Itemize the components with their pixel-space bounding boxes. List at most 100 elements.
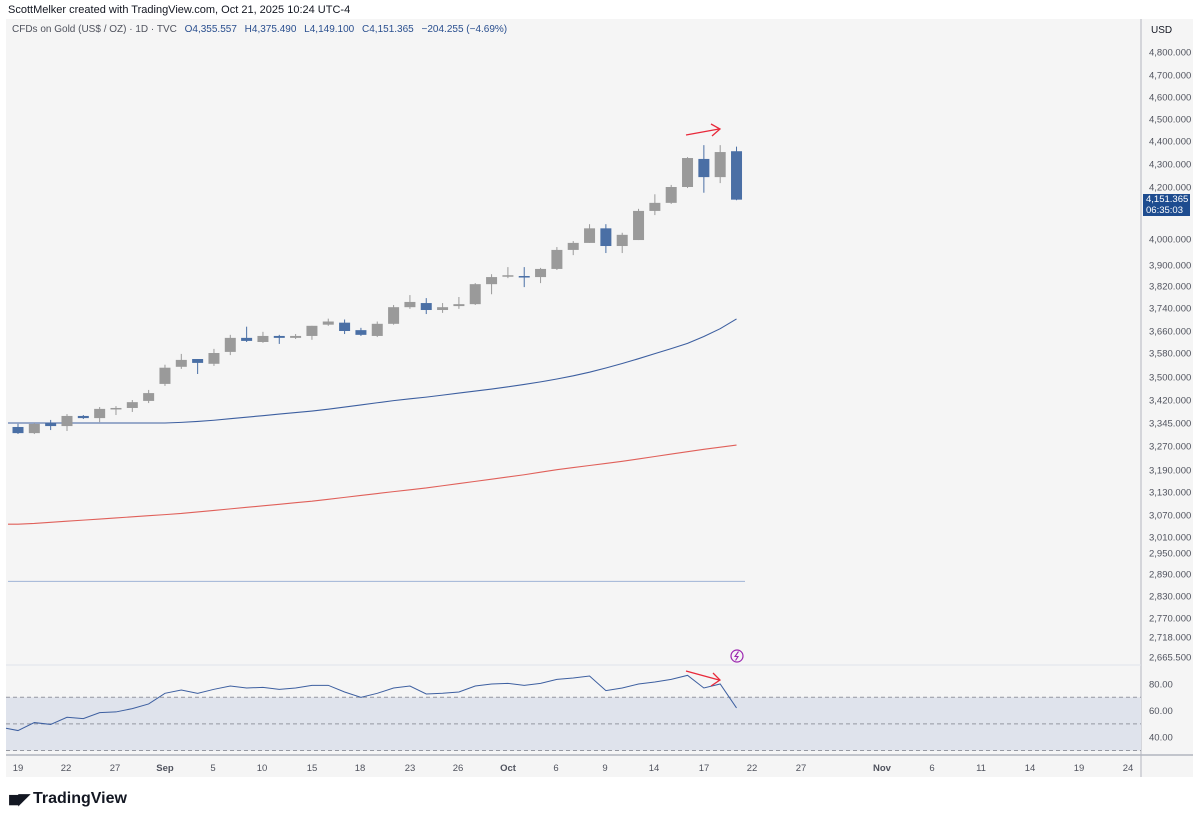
- candle-body: [273, 335, 285, 338]
- price-tick-label: 3,345.000: [1149, 419, 1191, 430]
- candle-body: [535, 268, 547, 278]
- candle-body: [208, 353, 220, 364]
- candle-body: [339, 322, 351, 331]
- candle-body: [649, 202, 661, 211]
- symbol-title: CFDs on Gold (US$ / OZ) · 1D · TVC: [12, 24, 177, 35]
- candle-body: [306, 325, 318, 336]
- time-tick-label: 11: [976, 763, 986, 774]
- time-tick-label: 24: [1123, 763, 1134, 774]
- brand-name: TradingView: [33, 790, 127, 807]
- time-tick-label: 6: [553, 763, 558, 774]
- candle-body: [126, 402, 138, 408]
- candle-body: [567, 242, 579, 250]
- ohlc-low: L4,149.100: [304, 24, 355, 35]
- candle-body: [192, 359, 204, 363]
- time-tick-label: 17: [699, 763, 710, 774]
- price-tick-label: 2,770.000: [1149, 614, 1191, 625]
- price-tick-label: 4,300.000: [1149, 160, 1191, 171]
- candle-body: [714, 152, 726, 178]
- price-tick-label: 4,500.000: [1149, 115, 1191, 126]
- price-tick-label: 3,420.000: [1149, 396, 1191, 407]
- chart-panel[interactable]: [6, 19, 1193, 777]
- price-tick-label: 3,270.000: [1149, 442, 1191, 453]
- price-tick-label: 4,800.000: [1149, 48, 1191, 59]
- ma-fast-line: [8, 318, 737, 424]
- candle-body: [143, 393, 155, 401]
- rsi-divergence-arrow: [685, 670, 720, 681]
- time-tick-label: 23: [405, 763, 416, 774]
- candle-body: [94, 408, 106, 419]
- symbol-legend: CFDs on Gold (US$ / OZ) · 1D · TVC O4,35…: [12, 24, 507, 35]
- price-tick-label: 3,130.000: [1149, 488, 1191, 499]
- rsi-tick-label: 60.00: [1149, 706, 1173, 717]
- candle-body: [224, 337, 236, 352]
- price-tick-label: 3,740.000: [1149, 304, 1191, 315]
- time-tick-label: 14: [1025, 763, 1036, 774]
- time-tick-label: 5: [210, 763, 215, 774]
- chart-credit: ScottMelker created with TradingView.com…: [8, 4, 351, 16]
- tradingview-logo[interactable]: ◼◤ TradingView: [8, 790, 127, 808]
- ohlc-high: H4,375.490: [244, 24, 297, 35]
- lightning-icon[interactable]: [730, 649, 744, 663]
- currency-label[interactable]: USD: [1151, 25, 1173, 36]
- candle-body: [322, 321, 334, 325]
- price-tick-label: 4,200.000: [1149, 183, 1191, 194]
- price-divergence-arrowhead: [710, 123, 722, 137]
- price-tick-label: 3,010.000: [1149, 533, 1191, 544]
- candle-body: [404, 301, 416, 308]
- time-tick-label: 22: [61, 763, 72, 774]
- bar-countdown: 06:35:03: [1146, 204, 1183, 216]
- price-tick-label: 4,700.000: [1149, 71, 1191, 82]
- time-tick-label: 14: [649, 763, 660, 774]
- price-tick-label: 3,500.000: [1149, 373, 1191, 384]
- ohlc-close: C4,151.365: [362, 24, 414, 35]
- candle-body: [175, 359, 187, 367]
- lightning-icon-glyph: [733, 651, 739, 661]
- rsi-line: [5, 674, 737, 732]
- candle-body: [371, 323, 383, 336]
- candle-body: [28, 423, 40, 434]
- price-tick-label: 3,820.000: [1149, 282, 1191, 293]
- time-tick-label: 19: [1074, 763, 1085, 774]
- candle-body: [600, 228, 612, 247]
- rsi-tick-label: 80.00: [1149, 680, 1173, 691]
- candle-body: [665, 187, 677, 203]
- price-tick-label: 3,580.000: [1149, 349, 1191, 360]
- candle-body: [682, 158, 694, 187]
- candle-body: [486, 277, 498, 285]
- candle-body: [388, 307, 400, 324]
- price-tick-label: 3,900.000: [1149, 261, 1191, 272]
- rsi-tick-label: 40.00: [1149, 733, 1173, 744]
- candle-body: [584, 228, 596, 243]
- time-tick-label: 27: [110, 763, 121, 774]
- time-tick-label: 18: [355, 763, 366, 774]
- candle-body: [45, 423, 57, 427]
- candle-body: [551, 249, 563, 269]
- time-tick-label: 6: [929, 763, 934, 774]
- price-tick-label: 3,190.000: [1149, 466, 1191, 477]
- price-tick-label: 4,400.000: [1149, 137, 1191, 148]
- price-tick-label: 2,950.000: [1149, 549, 1191, 560]
- candle-body: [12, 426, 24, 434]
- time-tick-label: Sep: [156, 763, 174, 774]
- price-tick-label: 4,000.000: [1149, 235, 1191, 246]
- candle-body: [110, 407, 122, 410]
- candle-body: [633, 210, 645, 241]
- time-tick-label: 9: [602, 763, 607, 774]
- tradingview-logo-icon: ◼◤: [8, 791, 30, 808]
- ohlc-change: −204.255 (−4.69%): [421, 24, 508, 35]
- price-tick-label: 3,070.000: [1149, 511, 1191, 522]
- ohlc-open: O4,355.557: [184, 24, 237, 35]
- time-tick-label: 26: [453, 763, 464, 774]
- candle-body: [420, 303, 432, 311]
- time-tick-label: 15: [307, 763, 318, 774]
- ma-slow-line: [8, 444, 737, 525]
- last-price: 4,151.365: [1146, 194, 1189, 205]
- price-tick-label: 2,890.000: [1149, 570, 1191, 581]
- candle-body: [437, 307, 449, 311]
- candle-body: [731, 151, 743, 200]
- price-tick-label: 3,660.000: [1149, 327, 1191, 338]
- price-tick-label: 2,665.500: [1149, 653, 1191, 664]
- rsi-divergence-arrowhead: [710, 672, 722, 687]
